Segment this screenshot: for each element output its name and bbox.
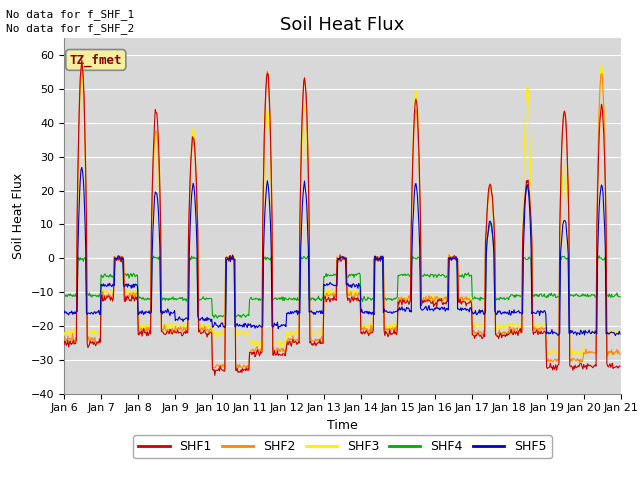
Title: Soil Heat Flux: Soil Heat Flux xyxy=(280,16,404,34)
Legend: SHF1, SHF2, SHF3, SHF4, SHF5: SHF1, SHF2, SHF3, SHF4, SHF5 xyxy=(133,435,552,458)
Text: TZ_fmet: TZ_fmet xyxy=(70,53,122,67)
Text: No data for f_SHF_2: No data for f_SHF_2 xyxy=(6,23,134,34)
X-axis label: Time: Time xyxy=(327,419,358,432)
Text: No data for f_SHF_1: No data for f_SHF_1 xyxy=(6,9,134,20)
Y-axis label: Soil Heat Flux: Soil Heat Flux xyxy=(12,173,25,259)
